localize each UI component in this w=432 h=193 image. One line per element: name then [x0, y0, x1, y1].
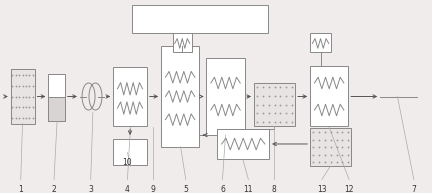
Text: 2: 2 [52, 185, 56, 193]
Bar [113, 139, 147, 165]
Text: 4: 4 [125, 185, 130, 193]
Bar [11, 69, 35, 124]
Text: 5: 5 [183, 185, 188, 193]
Bar [206, 58, 245, 135]
Text: 9: 9 [151, 185, 156, 193]
Bar [172, 33, 192, 52]
Text: 3: 3 [88, 185, 93, 193]
Bar [48, 74, 65, 121]
Text: 10: 10 [123, 158, 132, 167]
Text: 8: 8 [272, 185, 276, 193]
Bar [310, 66, 348, 126]
Bar [132, 5, 268, 33]
Text: 7: 7 [411, 185, 416, 193]
Bar [310, 33, 331, 52]
Text: 6: 6 [220, 185, 225, 193]
Bar [48, 97, 65, 121]
Bar [254, 83, 295, 126]
Text: 13: 13 [317, 185, 327, 193]
Text: 12: 12 [344, 185, 354, 193]
Bar [217, 129, 269, 159]
Text: 11: 11 [244, 185, 253, 193]
Bar [310, 128, 351, 166]
Bar [113, 67, 147, 126]
Text: 1: 1 [19, 185, 23, 193]
Bar [161, 46, 199, 147]
